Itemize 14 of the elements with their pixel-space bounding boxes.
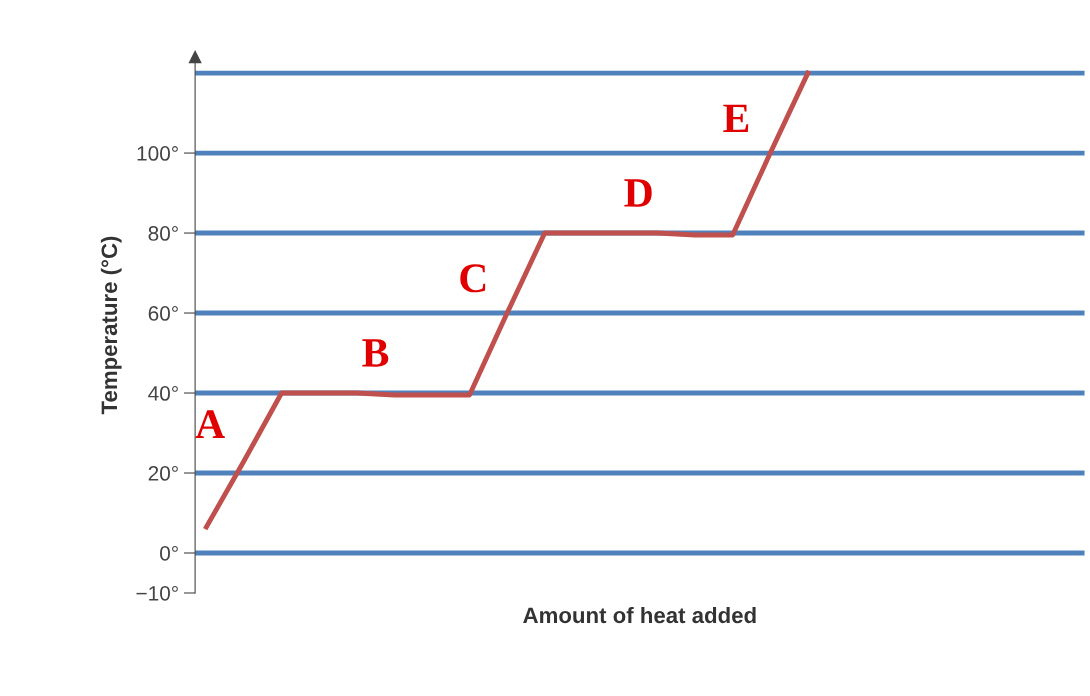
y-tick-label: 60°: [148, 306, 178, 321]
y-tick-label: −10°: [136, 585, 178, 601]
annotation: B: [362, 339, 389, 367]
y-tick-label: 40°: [148, 386, 178, 401]
x-axis-title: Amount of heat added: [523, 606, 756, 624]
y-tick-label: 20°: [148, 466, 178, 481]
y-tick-label: 100°: [137, 146, 178, 161]
annotation: C: [460, 264, 486, 293]
annotation: E: [723, 104, 749, 132]
y-tick-label: 0°: [160, 546, 178, 561]
annotation: D: [624, 179, 652, 207]
annotation: A: [195, 410, 225, 438]
y-axis-title: Temperature (°C): [100, 236, 122, 415]
y-tick-label: 80°: [148, 226, 178, 241]
